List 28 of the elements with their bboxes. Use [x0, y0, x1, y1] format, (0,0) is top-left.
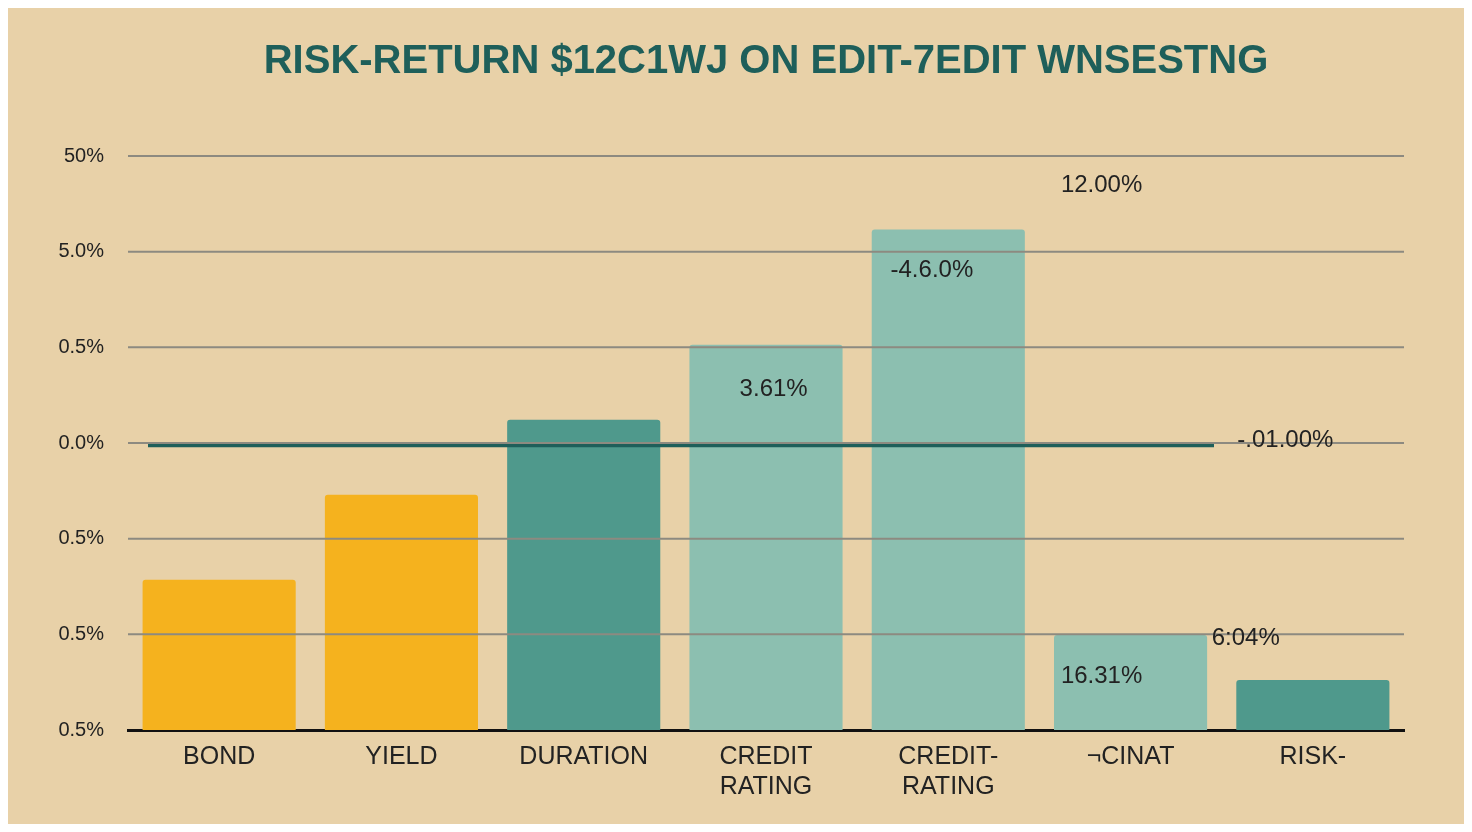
text: 50%	[63, 143, 105, 166]
annotation: 16.31%	[1060, 661, 1143, 689]
text: 0.5%	[58, 717, 105, 740]
bar	[1054, 634, 1208, 730]
bar	[1236, 679, 1390, 730]
annotation: 6:04%	[1211, 623, 1280, 651]
x-tick-label: YIELD	[365, 740, 438, 769]
text: 0.5%	[58, 334, 105, 357]
bar	[871, 229, 1025, 730]
annotation: 3.61%	[739, 373, 808, 401]
text: 0.5%	[58, 526, 105, 549]
text: 12.00%	[1060, 169, 1143, 197]
x-tick-label: ¬CINAT	[1086, 740, 1175, 769]
x-tick-label: DURATION	[519, 740, 649, 769]
text: 0.0%	[58, 430, 105, 453]
bar	[689, 344, 843, 730]
text: 5.0%	[58, 239, 105, 262]
chart-title: RISK-RETURN $12C1WJ ON EDIT-7EDIT WNSESTNG	[263, 37, 1269, 82]
x-tick-label: BOND	[183, 740, 256, 769]
x-tick-label: RISK-	[1279, 740, 1347, 769]
x-tick-label: CREDIT RATING	[719, 740, 813, 799]
bar	[507, 419, 661, 730]
bar	[324, 494, 478, 730]
annotation: -.01.00%	[1237, 425, 1334, 453]
text: 0.5%	[58, 621, 105, 644]
bar	[142, 579, 296, 730]
x-tick-label: CREDIT- RATING	[898, 740, 999, 799]
annotation: -4.6.0%	[890, 254, 974, 282]
